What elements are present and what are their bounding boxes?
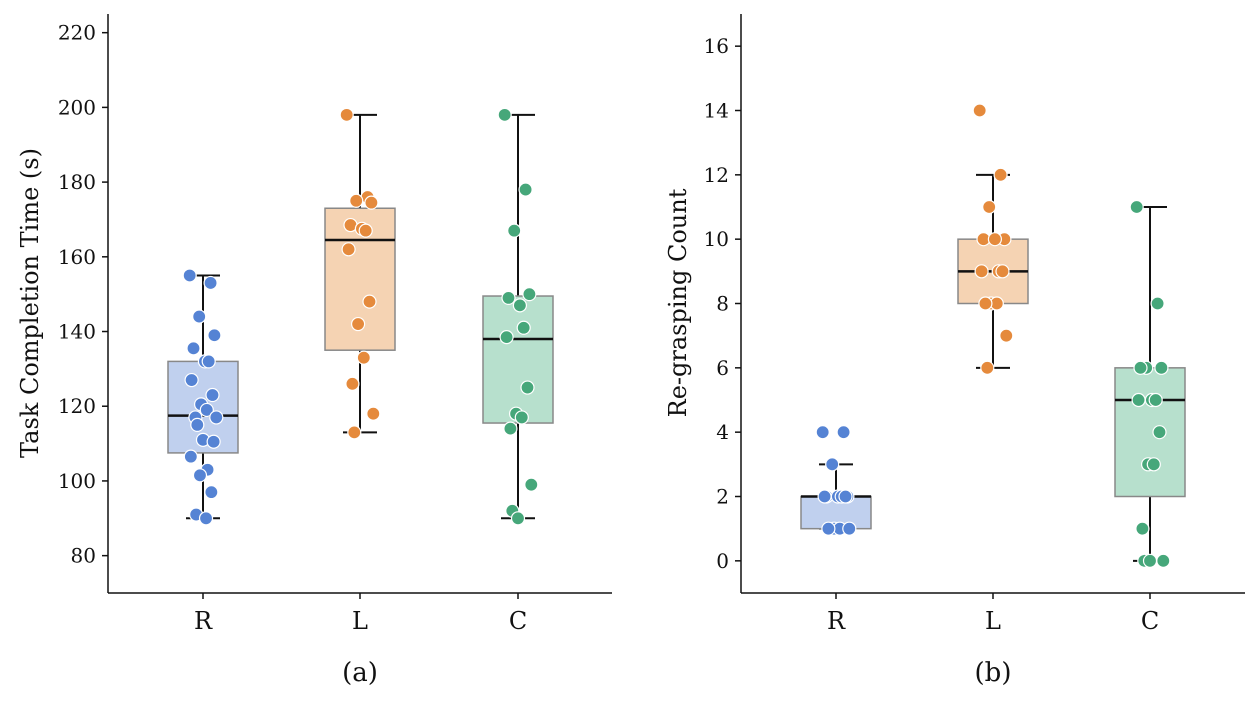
- y-tick-label: 120: [58, 394, 96, 418]
- data-point: [982, 199, 997, 215]
- y-tick-label: 100: [58, 469, 96, 493]
- data-point: [1129, 199, 1144, 215]
- caption-b: (b): [975, 658, 1012, 688]
- y-tick-label: 200: [58, 95, 96, 119]
- data-point: [497, 107, 512, 122]
- data-point: [499, 330, 514, 345]
- data-point: [198, 511, 214, 526]
- data-point: [1148, 392, 1163, 408]
- data-point: [345, 376, 360, 391]
- data-point: [209, 410, 224, 425]
- data-point: [192, 468, 208, 483]
- y-tick-label: 80: [71, 544, 96, 568]
- y-axis-label-a: Task Completion Time (s): [16, 148, 44, 458]
- data-point: [199, 402, 214, 418]
- y-tick-label: 6: [716, 356, 729, 380]
- y-tick-label: 4: [716, 420, 729, 444]
- data-point: [347, 425, 362, 440]
- data-point: [978, 296, 993, 311]
- y-tick-label: 14: [704, 99, 729, 123]
- data-point: [987, 232, 1003, 247]
- data-point: [364, 195, 379, 210]
- y-tick-label: 220: [58, 21, 96, 45]
- data-point: [821, 521, 836, 536]
- y-tick-label: 140: [58, 320, 96, 344]
- data-point: [524, 477, 539, 492]
- data-point: [507, 223, 522, 238]
- data-point: [999, 328, 1014, 343]
- data-point: [356, 350, 371, 365]
- y-axis-label-b: Re-grasping Count: [664, 188, 692, 417]
- data-point: [349, 193, 364, 208]
- data-point: [503, 421, 518, 436]
- data-point: [838, 489, 853, 504]
- y-tick-label: 8: [716, 292, 729, 316]
- data-point: [201, 354, 216, 369]
- x-tick-label: R: [827, 607, 846, 635]
- data-point: [1131, 392, 1146, 408]
- y-tick-label: 16: [704, 34, 729, 58]
- data-point: [522, 287, 537, 302]
- data-point: [192, 309, 207, 324]
- data-point: [510, 511, 526, 526]
- data-point: [206, 434, 221, 449]
- data-point: [817, 489, 832, 504]
- data-point: [972, 103, 987, 118]
- data-point: [974, 264, 989, 279]
- data-point: [1146, 457, 1161, 472]
- data-point: [207, 328, 222, 343]
- data-point: [204, 485, 219, 500]
- data-point: [186, 341, 201, 356]
- data-point: [205, 387, 220, 403]
- data-point: [516, 320, 531, 335]
- x-tick-label: C: [1141, 607, 1159, 635]
- data-point: [1152, 425, 1167, 440]
- data-point: [341, 242, 356, 257]
- x-tick-label: L: [352, 607, 368, 635]
- data-point: [520, 380, 535, 395]
- panel-b: Re-grasping Count (b) 0 2 4 6 8 10 12 14 16 R L C: [664, 14, 1245, 688]
- data-point: [190, 417, 205, 433]
- box-C: [482, 295, 554, 424]
- data-point: [836, 425, 851, 440]
- data-point: [514, 410, 529, 425]
- data-point: [203, 275, 218, 291]
- data-point: [1133, 360, 1148, 375]
- panel-a: Task Completion Time (s) (a) 80 100 120 140…: [16, 14, 612, 688]
- box-C: [1114, 367, 1186, 498]
- y-tick-label: 160: [58, 245, 96, 269]
- caption-a: (a): [342, 658, 378, 688]
- data-point: [815, 425, 830, 440]
- data-point: [825, 457, 840, 472]
- data-point: [1142, 553, 1158, 568]
- data-point: [1156, 553, 1171, 568]
- data-point: [184, 372, 199, 388]
- data-point: [1154, 360, 1169, 375]
- y-tick-label: 2: [716, 485, 729, 509]
- data-point: [366, 406, 381, 421]
- y-tick-label: 180: [58, 170, 96, 194]
- x-tick-label: C: [509, 607, 527, 635]
- data-point: [995, 264, 1010, 279]
- data-point: [842, 521, 857, 536]
- data-point: [351, 316, 366, 332]
- data-point: [993, 167, 1008, 182]
- y-tick-label: 12: [704, 163, 729, 187]
- y-tick-label: 10: [704, 227, 729, 251]
- y-tick-label: 0: [716, 549, 729, 573]
- data-point: [362, 294, 377, 309]
- data-point: [1150, 296, 1165, 311]
- data-point: [501, 290, 516, 305]
- data-point: [339, 107, 354, 122]
- x-tick-label: R: [194, 607, 213, 635]
- data-point: [183, 449, 198, 464]
- data-point: [182, 268, 197, 283]
- data-point: [1135, 521, 1150, 536]
- x-tick-label: L: [985, 607, 1001, 635]
- data-point: [518, 182, 533, 197]
- data-point: [512, 298, 528, 313]
- data-point: [358, 223, 373, 238]
- data-point: [980, 360, 995, 375]
